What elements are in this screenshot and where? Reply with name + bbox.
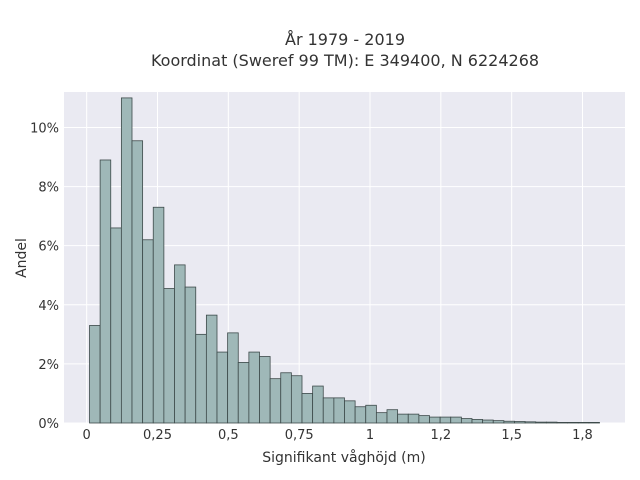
histogram-bar [333,397,345,424]
histogram-bar [460,418,473,424]
histogram-bar [365,404,377,424]
histogram-bar [248,351,260,424]
histogram-bar [545,421,558,424]
histogram-bar [163,288,175,424]
histogram-bar [450,416,462,424]
histogram-bar [89,325,101,424]
histogram-bar [429,416,441,424]
x-tick-label: 1,2 [430,428,451,443]
histogram-bar [237,362,250,424]
histogram-bar [556,422,569,424]
histogram-bar [386,409,399,424]
y-tick-label: 4% [38,299,59,314]
histogram-bar [280,372,292,424]
x-tick-label: 0,5 [218,428,239,443]
histogram-bar [577,422,590,424]
x-tick-label: 0 [83,428,91,443]
histogram-bar [322,397,335,424]
histogram-bar [259,356,271,424]
histogram-bar [174,264,186,424]
x-tick-label: 0,75 [285,428,314,443]
bars [89,97,600,424]
tick-labels: 0 0,25 0,5 0,75 1 1,2 1,5 1,8 0% 2% 4% 6% 8% 10% [30,121,593,443]
histogram-bar [397,413,409,424]
histogram-bar [312,385,324,424]
histogram-bar [588,422,600,424]
x-tick-label: 1 [366,428,374,443]
histogram-bar [131,140,144,424]
histogram-bar [184,286,197,424]
histogram-bar [152,206,165,424]
histogram-bar [142,239,154,424]
histogram-bar [216,351,229,424]
x-tick-label: 1,5 [501,428,522,443]
y-tick-label: 6% [38,240,59,255]
histogram-bar [418,415,430,424]
histogram-bar [375,412,388,424]
x-tick-label: 0,25 [143,428,172,443]
y-tick-label: 0% [38,417,59,432]
y-axis-label: Andel [14,238,30,278]
histogram-bar [120,97,133,424]
histogram-bar [301,393,314,424]
histogram-bar [471,419,484,424]
y-tick-label: 10% [30,121,59,136]
histogram-bar [407,413,420,424]
histogram-bar [110,227,122,424]
histogram-bar [195,333,207,424]
y-tick-label: 8% [38,181,59,196]
histogram-bar [205,314,218,424]
histogram-bar [514,421,526,424]
histogram-bar [439,416,452,424]
x-axis-label: Signifikant våghöjd (m) [262,449,425,466]
histogram-bar [535,421,547,424]
histogram-bar [227,332,239,424]
chart-title-line2: Koordinat (Sweref 99 TM): E 349400, N 62… [151,51,539,70]
histogram-bar [290,375,303,424]
chart-title-line1: År 1979 - 2019 [285,30,405,49]
y-tick-label: 2% [38,358,59,373]
histogram-bar [344,400,356,424]
histogram-bar [524,421,537,424]
histogram-bar [503,420,515,424]
histogram-bar [354,406,367,424]
histogram-bar [482,419,494,424]
histogram-bar [269,378,282,424]
x-tick-label: 1,8 [572,428,593,443]
histogram-bar [567,422,579,424]
histogram-bar [492,420,505,424]
histogram-bar [99,159,112,424]
